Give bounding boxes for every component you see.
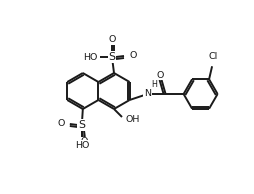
Text: O: O bbox=[129, 51, 136, 61]
Text: O: O bbox=[157, 70, 164, 80]
Text: O: O bbox=[80, 138, 88, 146]
Text: Cl: Cl bbox=[209, 52, 218, 61]
Text: HO: HO bbox=[84, 53, 98, 61]
Text: HO: HO bbox=[75, 141, 89, 150]
Text: OH: OH bbox=[126, 115, 140, 125]
Text: O: O bbox=[108, 36, 116, 44]
Text: N: N bbox=[144, 89, 151, 99]
Text: O: O bbox=[57, 120, 65, 128]
Text: H: H bbox=[152, 80, 157, 89]
Text: S: S bbox=[78, 120, 85, 130]
Text: S: S bbox=[108, 52, 116, 62]
